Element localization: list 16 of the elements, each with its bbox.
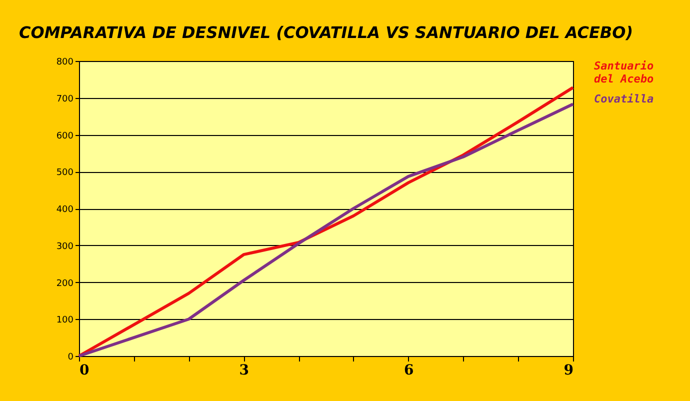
y-tick-label: 300 xyxy=(56,242,74,252)
x-tick-label: 9 xyxy=(564,362,574,378)
series-label: Covatilla xyxy=(594,92,654,106)
y-tick-label: 700 xyxy=(56,94,74,104)
x-tick-label: 0 xyxy=(80,362,90,378)
y-tick-label: 800 xyxy=(56,58,74,68)
y-tick-label: 100 xyxy=(56,316,74,326)
y-tick-label: 200 xyxy=(56,278,74,289)
x-tick-label: 6 xyxy=(404,362,414,378)
y-tick-label: 0 xyxy=(68,352,74,362)
x-tick-label: 3 xyxy=(239,362,250,378)
y-tick-label: 600 xyxy=(56,131,74,142)
chart-title: COMPARATIVA DE DESNIVEL (COVATILLA VS SANTUARIO DEL ACEBO) xyxy=(18,23,634,42)
series-label: Santuario del Acebo xyxy=(594,60,654,86)
y-tick-label: 500 xyxy=(56,168,74,178)
y-tick-label: 400 xyxy=(56,205,74,215)
